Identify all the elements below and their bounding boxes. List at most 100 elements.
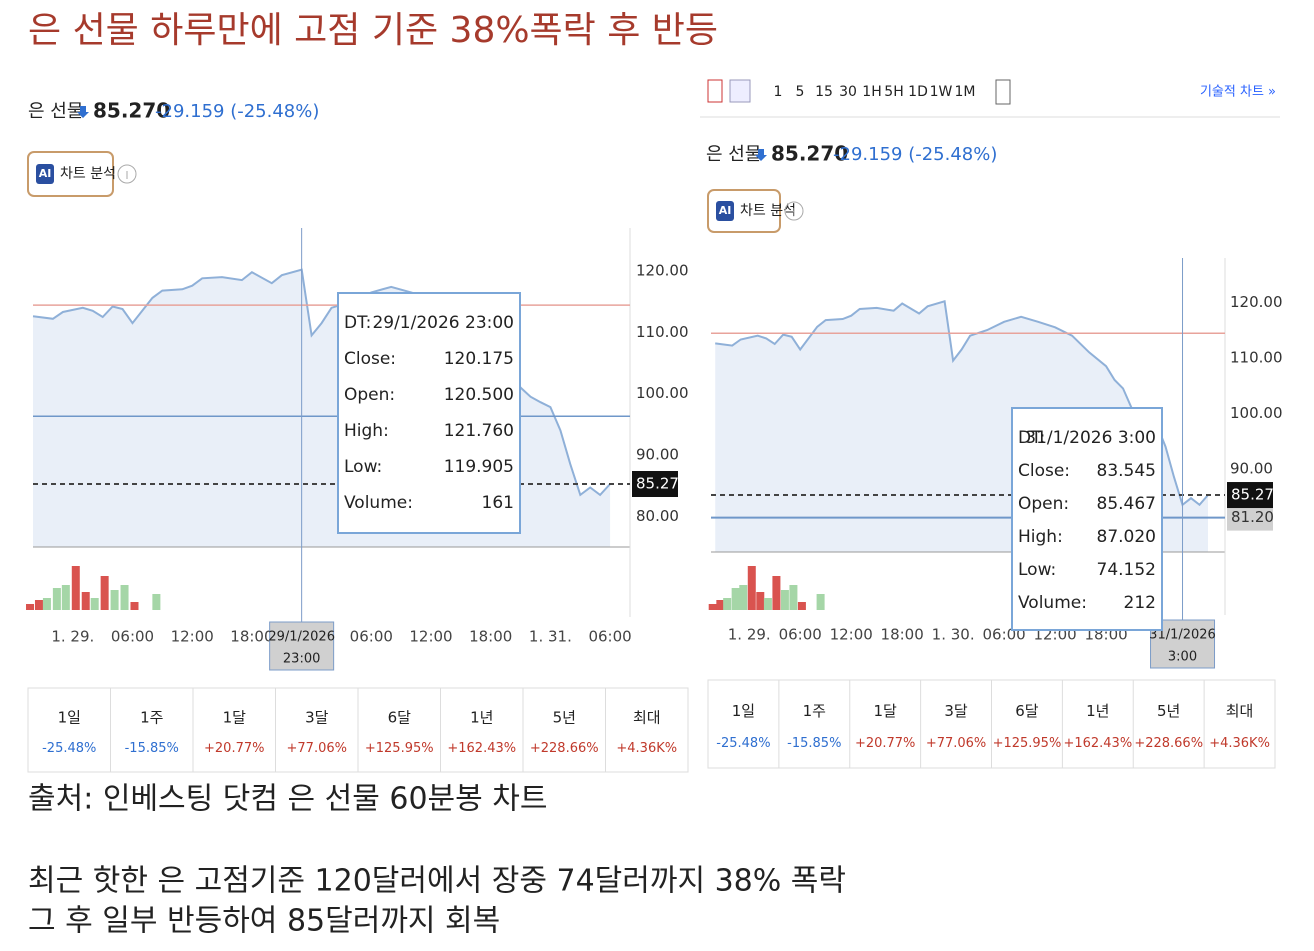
perf-period[interactable]: 6달 [1015,702,1039,720]
tooltip-key: Open: [344,385,395,405]
candle-icon[interactable] [707,79,723,103]
tooltip-key: Low: [1018,560,1056,580]
perf-period[interactable]: 1달 [223,709,247,727]
y-tick-label: 120.00 [636,261,689,279]
ai-label: 차트 분석 [740,203,796,219]
crosshair-label: 3:00 [1168,650,1197,665]
interval-button[interactable]: 5H [884,84,903,100]
perf-change: +228.66% [530,741,599,756]
volume-bar [81,592,90,610]
table-icon[interactable] [995,79,1011,105]
line-icon[interactable] [729,79,751,103]
volume-bar [756,592,765,610]
volume-bar [763,598,772,610]
volume-bar [120,585,129,610]
tooltip-value: 212 [1124,593,1156,613]
tooltip-value: 87.020 [1097,527,1156,547]
ai-icon-bg [716,201,734,221]
ai-icon: AI [39,167,52,180]
ai-icon: AI [719,204,732,217]
price-tag [1227,504,1273,531]
perf-change: +4.36K% [616,741,677,756]
interval-button[interactable]: 1H [862,84,881,100]
perf-period[interactable]: 1년 [470,709,493,727]
y-tick-label: 100.00 [1230,404,1283,422]
volume-bar [110,590,119,610]
x-tick-label: 18:00 [230,628,273,646]
tooltip-value: 119.905 [444,457,514,477]
ai-button[interactable] [27,151,114,197]
area [33,269,611,547]
crosshair-label: 31/1/2026 [1149,628,1216,643]
tech-chart-link[interactable]: 기술적 차트 » [1200,85,1276,100]
volume-bar [130,602,139,610]
y-tick-label: 110.00 [1230,348,1283,366]
perf-period[interactable]: 5년 [1157,702,1180,720]
perf-change: +77.06% [926,736,986,751]
y-tick-label: 100.00 [636,384,689,402]
tooltip-key: Volume: [1018,593,1087,613]
perf-change: -15.85% [125,741,179,756]
perf-change: +77.06% [287,741,347,756]
tooltip-key: DT: [1018,428,1045,448]
price-tag [632,470,678,497]
perf-period[interactable]: 1일 [58,709,81,727]
symbol: 은 선물 [706,144,761,165]
x-tick-label: 12:00 [171,628,214,646]
interval-button[interactable]: 1 [774,84,783,100]
perf-period[interactable]: 5년 [553,709,576,727]
tooltip-key: High: [344,421,389,441]
volume-bar [708,604,717,610]
volume-bar [61,585,70,610]
volume-bar [152,594,161,610]
interval-button[interactable]: 30 [839,84,857,100]
ai-button[interactable] [707,189,781,233]
interval-button[interactable]: 1M [955,84,976,100]
crosshair-label: 23:00 [283,652,320,667]
perf-period[interactable]: 3달 [305,709,329,727]
source: 출처: 인베스팅 닷컴 은 선물 60분봉 차트 [28,782,548,817]
tooltip-key: Close: [344,349,396,369]
volume-bar [100,576,109,610]
tooltip-value: 120.500 [444,385,514,405]
crosshair-label: 29/1/2026 [268,630,335,645]
x-tick-label: 06:00 [350,628,393,646]
perf-period[interactable]: 최대 [1226,702,1254,720]
x-tick-label: 12:00 [830,626,873,644]
tooltip [1011,407,1163,631]
y-tick-label: 90.00 [1230,459,1273,477]
x-tick-label: 06:00 [588,628,631,646]
crosshair-tag [269,621,335,671]
perf-change: +162.43% [447,741,516,756]
perf-period[interactable]: 3달 [944,702,968,720]
perf-period[interactable]: 1년 [1086,702,1109,720]
note: 최근 핫한 은 고점기준 120달러에서 장중 74달러까지 38% 폭락 [28,864,846,899]
interval-button[interactable]: 5 [796,84,805,100]
y-tick-label: 110.00 [636,323,689,341]
interval-button[interactable]: 15 [815,84,833,100]
x-tick-label: 1. 29. [51,628,94,646]
volume-bar [42,598,51,610]
x-tick-label: 18:00 [469,628,512,646]
interval-button[interactable]: 1W [930,84,953,100]
perf-period[interactable]: 1달 [874,702,898,720]
perf-period[interactable]: 1주 [803,702,826,720]
volume-bar [789,585,798,610]
tooltip-value: 85.467 [1097,494,1156,514]
tooltip-value: 121.760 [444,421,514,441]
perf-period[interactable]: 1주 [140,709,163,727]
ai-label: 차트 분석 [60,166,116,182]
interval-button[interactable]: 1D [908,84,928,100]
perf-period[interactable]: 6달 [388,709,412,727]
tooltip-key: High: [1018,527,1063,547]
perf-period[interactable]: 1일 [732,702,755,720]
change: -29.159 (-25.48%) [833,144,997,165]
perf-period[interactable]: 최대 [633,709,661,727]
volume-bar [90,598,99,610]
perf-change: -25.48% [42,741,96,756]
price-line [32,268,611,497]
tooltip-value: 120.175 [444,349,514,369]
x-tick-label: 06:00 [779,626,822,644]
tooltip-value: 31/1/2026 3:00 [1025,428,1156,448]
